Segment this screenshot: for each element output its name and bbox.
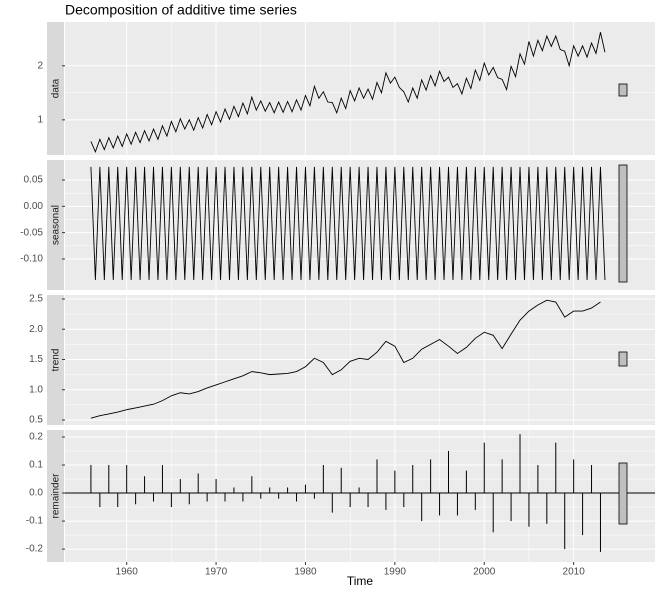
panel-background xyxy=(65,22,655,155)
y-tick-label: -0.10 xyxy=(20,254,43,265)
series-line xyxy=(90,32,606,153)
range-bar xyxy=(618,462,628,525)
strip-label: data xyxy=(51,78,62,98)
y-tick-label: 1.5 xyxy=(29,354,43,365)
x-tick-label: 1980 xyxy=(294,567,317,578)
y-tick-label: -0.2 xyxy=(26,544,44,555)
strip-background xyxy=(47,295,64,425)
y-tick-label: 0.5 xyxy=(29,415,43,426)
y-tick-label: 0.0 xyxy=(29,488,43,499)
y-tick-label: -0.05 xyxy=(20,227,43,238)
strip-background xyxy=(47,160,64,290)
x-axis-label: Time xyxy=(347,574,374,588)
y-tick-label: 1.0 xyxy=(29,384,43,395)
x-tick-label: 2000 xyxy=(473,567,496,578)
y-tick-label: 0.00 xyxy=(24,201,44,212)
range-bar xyxy=(618,351,628,367)
y-tick-label: 2 xyxy=(37,60,43,71)
y-tick-label: 2.0 xyxy=(29,324,43,335)
range-bar xyxy=(618,83,628,97)
y-tick-label: 0.05 xyxy=(24,175,44,186)
x-tick-label: 2010 xyxy=(563,567,586,578)
range-bar xyxy=(618,164,628,283)
y-tick-label: -0.1 xyxy=(26,516,44,527)
strip-background xyxy=(47,22,64,155)
y-tick-label: 2.5 xyxy=(29,294,43,305)
x-tick-label: 1990 xyxy=(384,567,407,578)
y-tick-label: 0.1 xyxy=(29,460,43,471)
strip-label: trend xyxy=(51,349,62,372)
y-tick-label: 1 xyxy=(37,114,43,125)
chart-title: Decomposition of additive time series xyxy=(65,2,297,18)
series-line xyxy=(90,299,601,419)
strip-label: remainder xyxy=(51,473,62,519)
strip-background xyxy=(47,430,64,562)
x-tick-label: 1970 xyxy=(205,567,228,578)
y-tick-label: 0.2 xyxy=(29,432,43,443)
series-line xyxy=(90,166,606,281)
strip-label: seasonal xyxy=(51,205,62,245)
panel-background xyxy=(65,295,655,425)
x-tick-label: 1960 xyxy=(116,567,139,578)
panel-background xyxy=(65,430,655,562)
